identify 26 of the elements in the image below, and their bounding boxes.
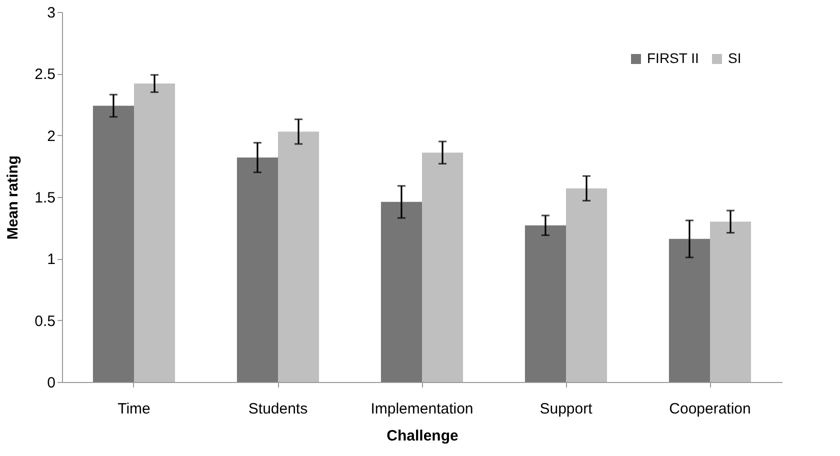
x-tick-label: Cooperation	[669, 400, 751, 418]
y-tick-label: 3	[47, 4, 56, 22]
bar	[668, 238, 710, 382]
y-tick-label: 1	[47, 251, 56, 268]
bar	[236, 158, 278, 382]
x-tick-label: Time	[118, 400, 150, 418]
bar	[278, 132, 320, 382]
y-tick-label: 2	[47, 128, 56, 145]
bar	[134, 84, 176, 382]
bar	[92, 106, 134, 382]
bar	[422, 152, 464, 382]
x-tick-label: Support	[540, 400, 594, 418]
legend-label: FIRST II	[647, 50, 699, 66]
y-axis-title: Mean rating	[4, 155, 22, 240]
y-tick-label: 0	[47, 374, 56, 392]
y-tick-label: 1.5	[34, 190, 56, 206]
x-axis-title: Challenge	[386, 428, 458, 444]
x-tick-label: Students	[248, 400, 308, 418]
bar	[710, 222, 752, 382]
x-tick-label: Implementation	[370, 400, 474, 418]
bar	[524, 225, 566, 382]
y-tick-label: 0.5	[34, 312, 56, 330]
bar	[380, 202, 422, 382]
legend-label: SI	[728, 50, 742, 66]
y-tick-label: 2.5	[34, 66, 56, 84]
bar	[566, 188, 608, 382]
